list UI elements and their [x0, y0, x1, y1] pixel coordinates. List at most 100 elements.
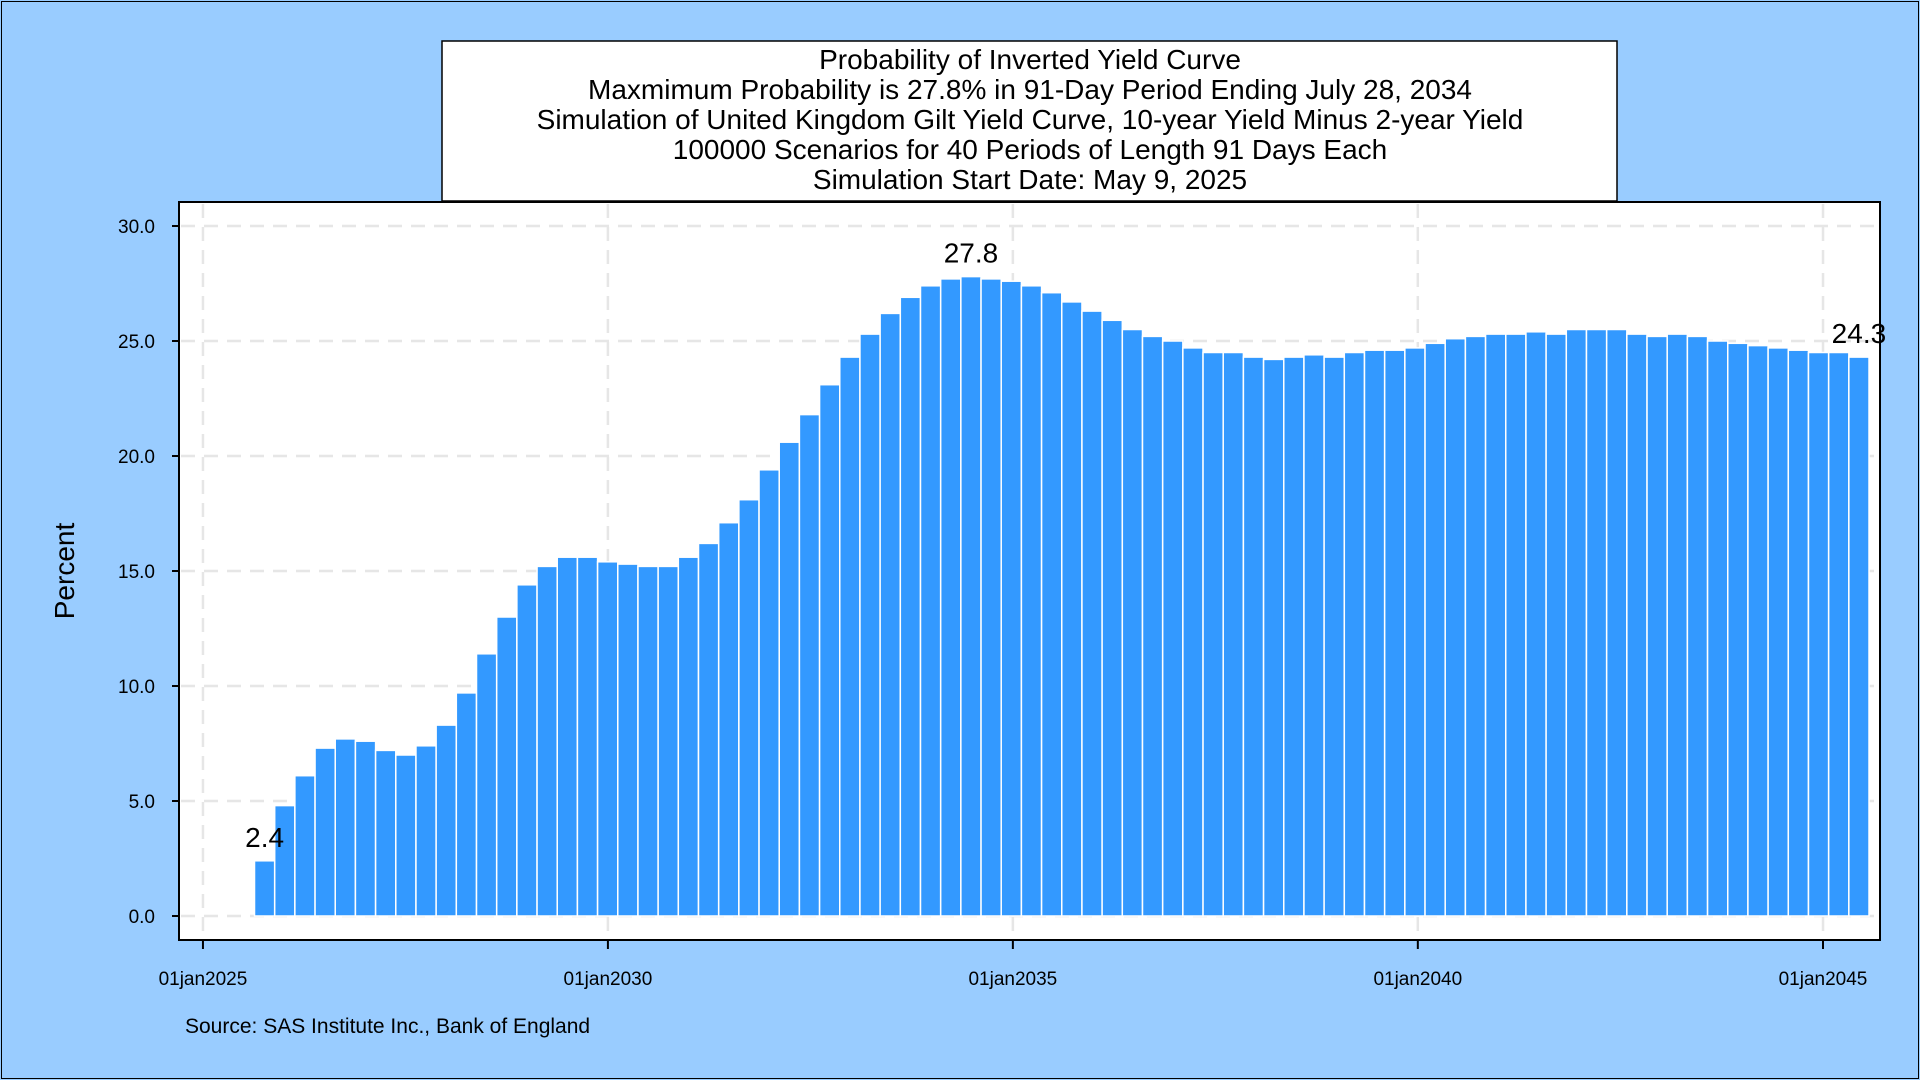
bar — [536, 565, 558, 917]
bar — [1343, 351, 1366, 917]
bar — [1585, 328, 1608, 917]
bar — [677, 556, 700, 917]
y-axis-title: Percent — [49, 523, 80, 620]
bar — [657, 565, 680, 917]
bar — [1182, 347, 1204, 917]
bar — [395, 754, 417, 917]
bar — [516, 584, 538, 917]
bar — [879, 312, 902, 917]
bar — [859, 333, 881, 917]
data-labels: 2.4 27.8 24.3 — [245, 238, 1886, 853]
source-note: Source: SAS Institute Inc., Bank of Engl… — [185, 1015, 590, 1038]
bar — [1686, 335, 1709, 917]
bar — [1383, 349, 1406, 917]
bar — [1081, 310, 1103, 917]
x-tick-label: 01jan2030 — [564, 969, 653, 990]
title-line: Probability of Inverted Yield Curve — [819, 44, 1241, 75]
bar — [1565, 328, 1588, 917]
data-label: 27.8 — [944, 238, 999, 269]
bar — [596, 561, 619, 917]
y-tick-label: 0.0 — [129, 907, 155, 928]
y-tick-label: 25.0 — [118, 332, 155, 353]
bar — [1363, 349, 1386, 917]
bar — [415, 745, 437, 917]
bar — [475, 653, 498, 917]
bar — [899, 296, 922, 917]
bar — [1706, 340, 1729, 917]
data-label: 24.3 — [1832, 318, 1887, 349]
bar — [1242, 356, 1265, 917]
bar — [455, 692, 478, 917]
bar — [354, 740, 377, 917]
bar — [758, 469, 780, 917]
bar — [1020, 285, 1043, 917]
bar — [1161, 340, 1184, 917]
bar — [818, 383, 841, 917]
bar — [919, 285, 942, 917]
bar — [778, 441, 801, 917]
bar — [1101, 319, 1124, 917]
bar — [1787, 349, 1810, 917]
title-line: Simulation of United Kingdom Gilt Yield … — [537, 104, 1524, 135]
bar — [1807, 351, 1830, 917]
bar — [1323, 356, 1346, 917]
bar — [1424, 342, 1446, 917]
bar — [576, 556, 599, 917]
bar — [960, 275, 982, 917]
bar — [374, 749, 397, 917]
data-label: 2.4 — [245, 822, 284, 853]
bar — [1040, 291, 1063, 917]
bar — [294, 774, 316, 917]
y-tick-label: 15.0 — [118, 562, 155, 583]
bar — [839, 356, 861, 917]
bar — [1283, 356, 1305, 917]
bar — [637, 565, 659, 917]
chart-title: Probability of Inverted Yield CurveMaxmi… — [537, 44, 1524, 195]
bar — [1747, 344, 1769, 917]
bar — [697, 542, 720, 917]
bar — [1303, 354, 1325, 917]
x-tick-label: 01jan2040 — [1373, 969, 1462, 990]
bar — [1525, 331, 1547, 917]
bar — [980, 278, 1002, 917]
y-tick-label: 5.0 — [129, 792, 155, 813]
bar — [1848, 356, 1870, 917]
bar — [738, 498, 760, 917]
bar — [1464, 335, 1487, 917]
bar — [1767, 347, 1790, 917]
bar — [1827, 351, 1850, 917]
x-tick-label: 01jan2035 — [968, 969, 1057, 990]
bar — [1444, 337, 1467, 917]
title-line: Simulation Start Date: May 9, 2025 — [813, 164, 1247, 195]
bar — [435, 724, 458, 917]
bar — [1202, 351, 1224, 917]
bar — [1727, 342, 1749, 917]
bar — [1061, 301, 1083, 917]
bar — [1404, 347, 1426, 917]
bar — [717, 521, 740, 917]
bar — [1605, 328, 1628, 917]
bar — [495, 616, 518, 917]
title-line: 100000 Scenarios for 40 Periods of Lengt… — [673, 134, 1387, 165]
bar — [1666, 333, 1689, 917]
bar — [1484, 333, 1507, 917]
x-axis: 01jan2025 01jan2030 01jan2035 01jan2040 01ja… — [159, 940, 1867, 990]
title-box — [441, 40, 1618, 202]
bar — [1262, 358, 1285, 917]
y-axis: 0.0 5.0 10.0 15.0 20.0 25.0 30.0 — [118, 217, 179, 928]
bar — [1222, 351, 1245, 917]
bar — [314, 747, 336, 917]
bar — [939, 278, 962, 917]
title-line: Maxmimum Probability is 27.8% in 91-Day … — [588, 74, 1472, 105]
bar — [798, 413, 821, 917]
bar — [1626, 333, 1648, 917]
bar — [1121, 328, 1144, 917]
bar — [1646, 335, 1668, 917]
bars — [253, 275, 1870, 917]
bar — [1505, 333, 1527, 917]
bar — [253, 860, 276, 917]
bar — [1141, 335, 1164, 917]
bar — [556, 556, 579, 917]
